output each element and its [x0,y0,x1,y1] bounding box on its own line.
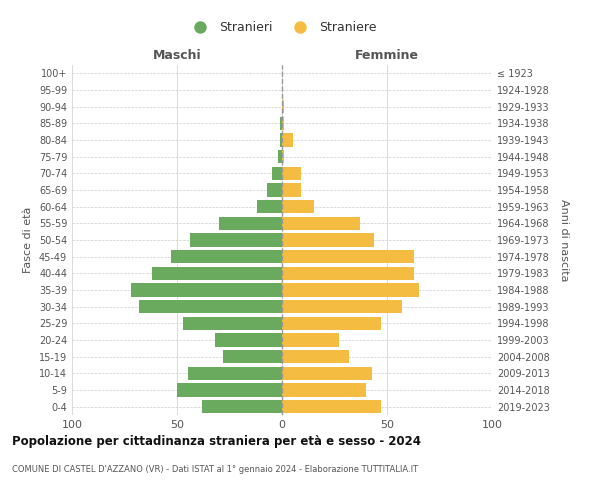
Text: COMUNE DI CASTEL D'AZZANO (VR) - Dati ISTAT al 1° gennaio 2024 - Elaborazione TU: COMUNE DI CASTEL D'AZZANO (VR) - Dati IS… [12,465,418,474]
Text: Maschi: Maschi [152,48,202,62]
Bar [268,184,282,196]
Bar [184,316,282,330]
Bar [282,200,314,213]
Bar [282,234,374,246]
Bar [282,150,284,164]
Bar [282,166,301,180]
Bar [187,366,282,380]
Bar [282,366,372,380]
Y-axis label: Anni di nascita: Anni di nascita [559,198,569,281]
Bar [190,234,282,246]
Bar [131,284,282,296]
Bar [139,300,282,314]
Bar [152,266,282,280]
Y-axis label: Fasce di età: Fasce di età [23,207,33,273]
Bar [271,166,282,180]
Bar [282,184,301,196]
Bar [219,216,282,230]
Bar [280,134,282,146]
Bar [278,150,282,164]
Bar [177,384,282,396]
Bar [282,300,402,314]
Bar [257,200,282,213]
Bar [282,384,366,396]
Bar [282,334,338,346]
Bar [282,250,414,264]
Bar [171,250,282,264]
Bar [215,334,282,346]
Bar [282,316,381,330]
Legend: Stranieri, Straniere: Stranieri, Straniere [183,16,381,40]
Text: Femmine: Femmine [355,48,419,62]
Bar [280,116,282,130]
Bar [282,266,414,280]
Bar [282,100,284,114]
Bar [282,116,284,130]
Text: Popolazione per cittadinanza straniera per età e sesso - 2024: Popolazione per cittadinanza straniera p… [12,435,421,448]
Bar [282,216,360,230]
Bar [282,350,349,364]
Bar [282,400,381,413]
Bar [282,134,293,146]
Bar [202,400,282,413]
Bar [223,350,282,364]
Bar [282,284,419,296]
